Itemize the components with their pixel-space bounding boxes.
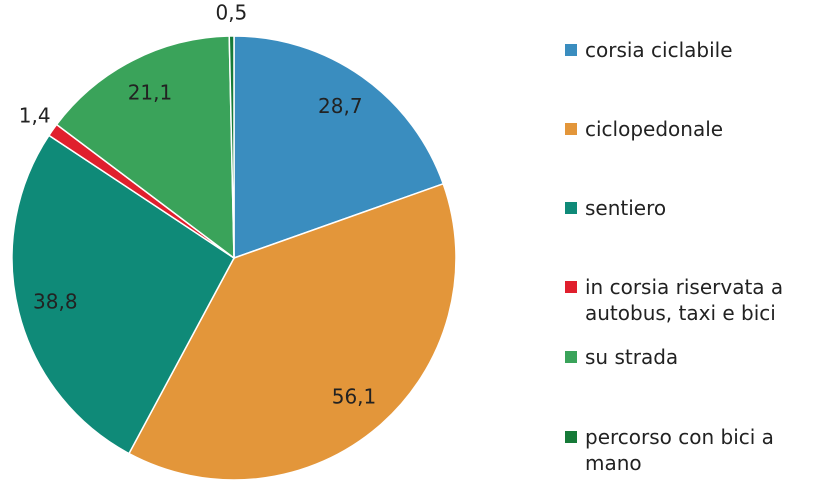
legend-swatch [565, 431, 577, 443]
legend-label: sentiero [585, 196, 667, 220]
legend-swatch [565, 123, 577, 135]
pie-slice [11, 134, 235, 455]
legend-item: sentiero [565, 195, 830, 221]
data-label: 1,4 [19, 104, 51, 128]
legend-label: in corsia riservata a autobus, taxi e bi… [585, 275, 784, 325]
data-label: 0,5 [215, 1, 247, 25]
data-label: 38,8 [33, 289, 78, 313]
pie-slice [228, 35, 235, 259]
chart: 28,7 56,1 38,8 1,4 21,1 0,5 [11, 1, 457, 481]
legend-swatch [565, 202, 577, 214]
legend-label: ciclopedonale [585, 117, 724, 141]
pie-slice [127, 182, 457, 481]
legend-label: corsia ciclabile [585, 38, 733, 62]
legend-item: in corsia riservata a autobus, taxi e bi… [565, 274, 830, 326]
legend-item: corsia ciclabile [565, 37, 830, 63]
data-label: 56,1 [332, 384, 377, 408]
legend-label: su strada [585, 345, 679, 369]
pie-slice [233, 35, 445, 260]
legend-swatch [565, 351, 577, 363]
data-label: 28,7 [318, 94, 363, 118]
data-label: 21,1 [128, 81, 173, 105]
legend-swatch [565, 281, 577, 293]
legend-item: ciclopedonale [565, 116, 830, 142]
legend-item: percorso con bici a mano [565, 424, 830, 476]
legend-label: percorso con bici a mano [585, 425, 774, 475]
legend-swatch [565, 44, 577, 56]
pie-slice [55, 35, 235, 260]
legend-item: su strada [565, 344, 830, 370]
